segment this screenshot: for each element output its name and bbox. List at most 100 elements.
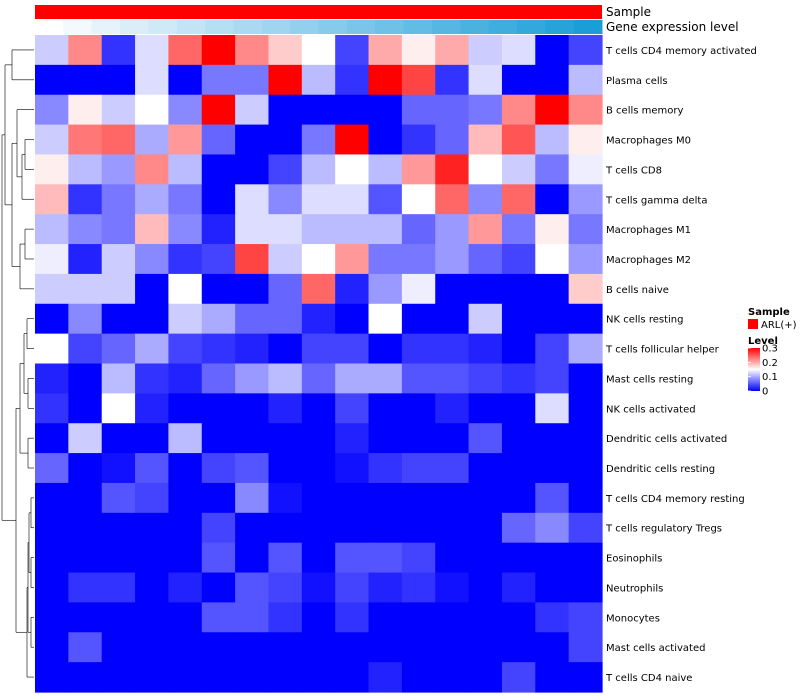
heatmap-cell	[101, 214, 136, 245]
heatmap-cell	[368, 363, 403, 394]
annotation-cell-gene-expression	[375, 20, 405, 34]
heatmap-cell	[501, 184, 536, 215]
heatmap-cell	[368, 35, 403, 66]
heatmap-cell	[335, 572, 370, 604]
legend-sample-swatch	[748, 319, 758, 329]
annotation-label-gene-expression: Gene expression level	[606, 20, 739, 34]
heatmap-cell	[101, 453, 136, 484]
heatmap-cell	[468, 333, 503, 365]
heatmap-cell	[301, 482, 336, 514]
heatmap-cell	[535, 124, 570, 156]
heatmap-cell	[268, 244, 303, 275]
heatmap-cell	[101, 244, 136, 275]
heatmap-cell	[368, 453, 403, 484]
heatmap-cell	[201, 662, 236, 693]
heatmap-cell	[368, 482, 403, 514]
heatmap-cell	[101, 184, 136, 215]
heatmap-cell	[35, 184, 69, 215]
heatmap-cell	[535, 453, 570, 484]
heatmap-cell	[35, 154, 69, 185]
heatmap-cell	[35, 602, 69, 633]
heatmap-cell	[101, 363, 136, 394]
heatmap-cell	[368, 602, 403, 633]
heatmap-cell	[168, 602, 203, 633]
heatmap-cell	[335, 244, 370, 275]
legend-sample-entry: ARL(+)	[761, 320, 797, 331]
row-label: Plasma cells	[606, 76, 668, 87]
heatmap-cell	[501, 542, 536, 574]
heatmap-cell	[468, 64, 503, 96]
heatmap-cell	[235, 393, 270, 424]
heatmap-cell	[401, 393, 436, 424]
heatmap-cell	[35, 214, 69, 245]
heatmap-cell	[401, 184, 436, 215]
heatmap-cell	[201, 184, 236, 215]
heatmap-cell	[68, 423, 103, 454]
heatmap-cell	[368, 512, 403, 544]
heatmap-cell	[68, 363, 103, 394]
heatmap-cell	[301, 184, 336, 215]
heatmap-cell	[468, 303, 503, 335]
heatmap-cell	[168, 662, 203, 693]
heatmap-cell	[335, 273, 370, 305]
heatmap-cell	[101, 154, 136, 185]
heatmap-cell	[35, 632, 69, 663]
heatmap-cell	[468, 572, 503, 604]
heatmap-cell	[568, 154, 603, 185]
annotation-cell-gene-expression	[176, 20, 206, 34]
heatmap-cell	[435, 363, 470, 394]
heatmap-cell	[368, 64, 403, 96]
annotation-cell-gene-expression	[516, 20, 546, 34]
heatmap-cell	[568, 273, 603, 305]
heatmap-cell	[301, 35, 336, 66]
heatmap-cell	[535, 35, 570, 66]
heatmap-cell	[335, 35, 370, 66]
annotation-cell-gene-expression	[460, 20, 490, 34]
heatmap-cell	[268, 453, 303, 484]
heatmap-cell	[101, 572, 136, 604]
heatmap-cell	[35, 244, 69, 275]
heatmap-cell	[268, 393, 303, 424]
heatmap-cell	[568, 363, 603, 394]
heatmap-cell	[201, 602, 236, 633]
heatmap-cell	[201, 512, 236, 544]
heatmap-cell	[168, 35, 203, 66]
heatmap-cell	[401, 94, 436, 126]
heatmap-cell	[301, 124, 336, 156]
heatmap-cell	[568, 542, 603, 574]
heatmap-cell	[468, 632, 503, 663]
annotation-cell-gene-expression	[233, 20, 263, 34]
heatmap-cell	[201, 423, 236, 454]
heatmap-cell	[335, 333, 370, 365]
heatmap-cell	[435, 482, 470, 514]
heatmap-cell	[235, 482, 270, 514]
heatmap-cell	[368, 244, 403, 275]
heatmap-cell	[468, 393, 503, 424]
heatmap-cell	[501, 662, 536, 693]
heatmap-cell	[201, 572, 236, 604]
row-label: Mast cells activated	[606, 643, 705, 654]
heatmap-cell	[401, 35, 436, 66]
heatmap-cell	[468, 154, 503, 185]
heatmap-cell	[535, 363, 570, 394]
heatmap-cell	[401, 244, 436, 275]
heatmap-cell	[101, 662, 136, 693]
heatmap-cell	[301, 273, 336, 305]
heatmap-cell	[501, 423, 536, 454]
heatmap-cell	[268, 542, 303, 574]
heatmap-cell	[435, 662, 470, 693]
heatmap-cell	[135, 35, 170, 66]
heatmap-cell	[35, 363, 69, 394]
heatmap-cell	[501, 273, 536, 305]
heatmap-cell	[468, 94, 503, 126]
heatmap-cell	[368, 333, 403, 365]
heatmap-cell	[101, 94, 136, 126]
heatmap-cell	[401, 154, 436, 185]
heatmap-cell	[501, 35, 536, 66]
heatmap-cell	[501, 214, 536, 245]
heatmap-cell	[268, 363, 303, 394]
heatmap-cell	[435, 184, 470, 215]
heatmap-cell	[35, 124, 69, 156]
heatmap-cell	[401, 542, 436, 574]
heatmap-cell	[435, 393, 470, 424]
